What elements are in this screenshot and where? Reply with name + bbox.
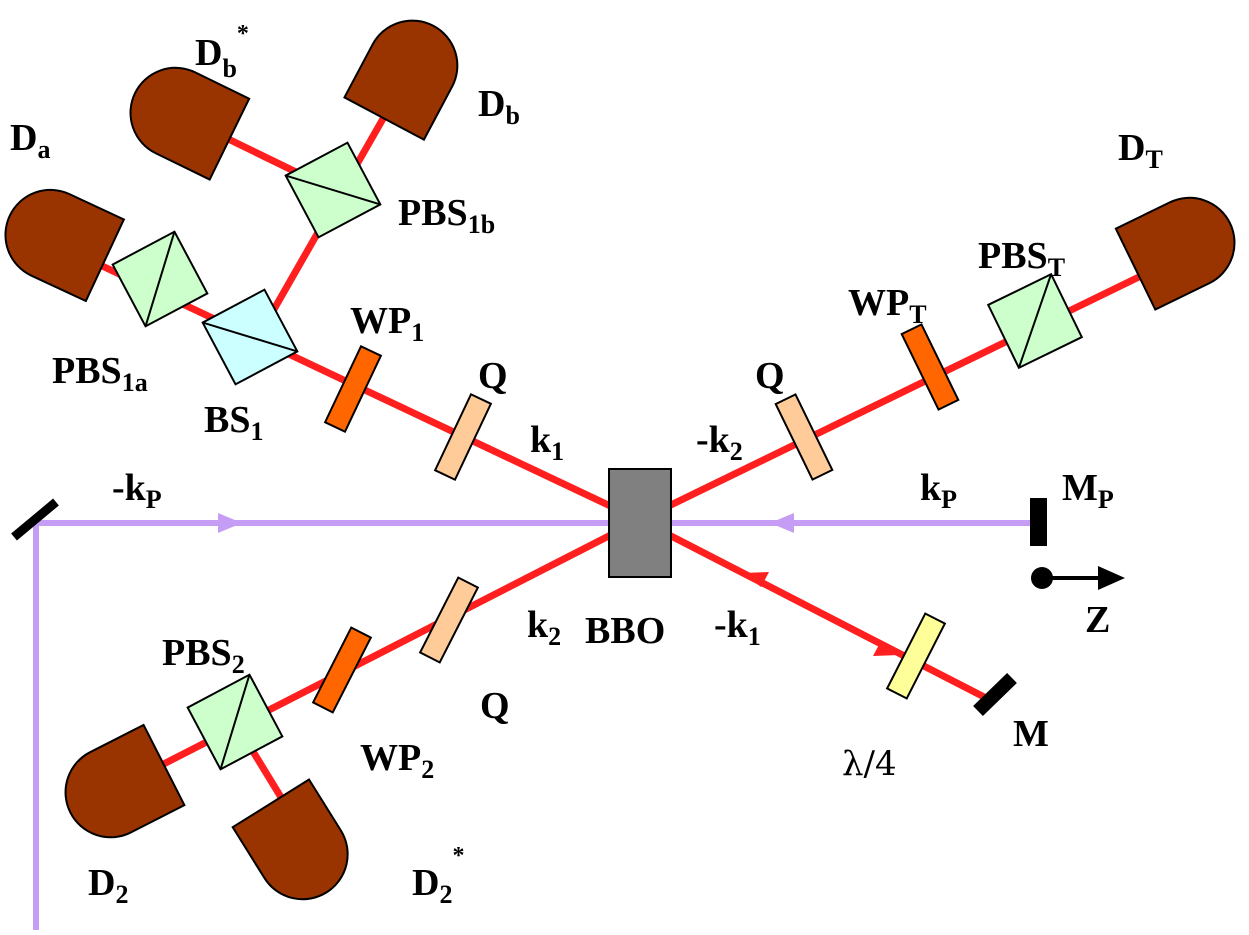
quartz-plate-upper-left [433,392,493,482]
label-wp-1: WP1 [350,300,424,347]
label-q-lower: Q [480,685,510,727]
label-z-axis: Z [1085,599,1110,641]
beam-minus-k2 [638,253,1182,524]
z-axis-arrowhead [1098,566,1125,590]
label-db-star: Db* [195,21,249,83]
pump-arrow-right [218,513,242,533]
detector-d2-star [231,778,349,901]
quartz-plate-upper-right [774,393,834,481]
label-minus-kp: -kP [112,467,162,514]
z-axis-indicator [1031,566,1125,590]
label-db: Db [478,83,520,130]
mirror-m [973,672,1017,717]
label-pbs-2: PBS2 [162,632,245,679]
label-k2: k2 [527,604,561,651]
label-minus-k2: -k2 [696,419,743,466]
label-k1: k1 [530,419,564,466]
label-wp-t: WPT [848,282,927,329]
waveplate-wp1 [323,344,383,434]
label-pbs-1b: PBS1b [398,192,495,239]
label-da: Da [10,117,50,164]
mirror-pump-corner [11,498,59,541]
waveplate-wpt [900,323,960,411]
label-pbs-1a: PBS1a [52,350,148,397]
waveplate-wp2 [311,626,373,714]
detector-dt [1114,196,1236,311]
detector-d2 [64,723,186,839]
bbo-crystal [608,468,672,578]
label-q-upper-left: Q [478,355,508,397]
label-bs-1: BS1 [204,399,263,446]
label-d2-star: D2* [412,843,464,909]
beam-k1 [96,260,642,524]
pbs-2 [186,673,284,771]
detector-da [4,188,126,303]
label-wp-2: WP2 [360,737,434,784]
pbs-1b [284,141,382,239]
detector-db [343,19,459,142]
label-d2: D2 [88,862,128,909]
label-q-upper-right: Q [755,355,785,397]
label-mp: MP [1062,467,1114,514]
detector-db-star [129,66,251,181]
quarter-wave-plate [885,612,947,700]
label-dt: DT [1118,127,1163,174]
quartz-plate-lower [418,576,480,664]
label-minus-k1: -k1 [714,604,761,651]
label-lambda-4: λ/4 [842,744,897,784]
pbs-1a [111,230,209,328]
label-pbs-t: PBST [978,235,1065,282]
label-kp: kP [920,467,957,514]
pump-arrow-left [770,513,794,533]
pbs-t [986,272,1084,370]
beam-splitter-bs1 [201,288,299,386]
beam-arrow-minus-k1-forward [873,641,900,656]
mirror-mp [1030,498,1047,546]
beam-arrow-minus-k1-back [743,572,769,587]
label-bbo: BBO [585,610,665,652]
beam-minus-k1 [638,516,992,704]
label-mirror-m: M [1013,713,1049,755]
